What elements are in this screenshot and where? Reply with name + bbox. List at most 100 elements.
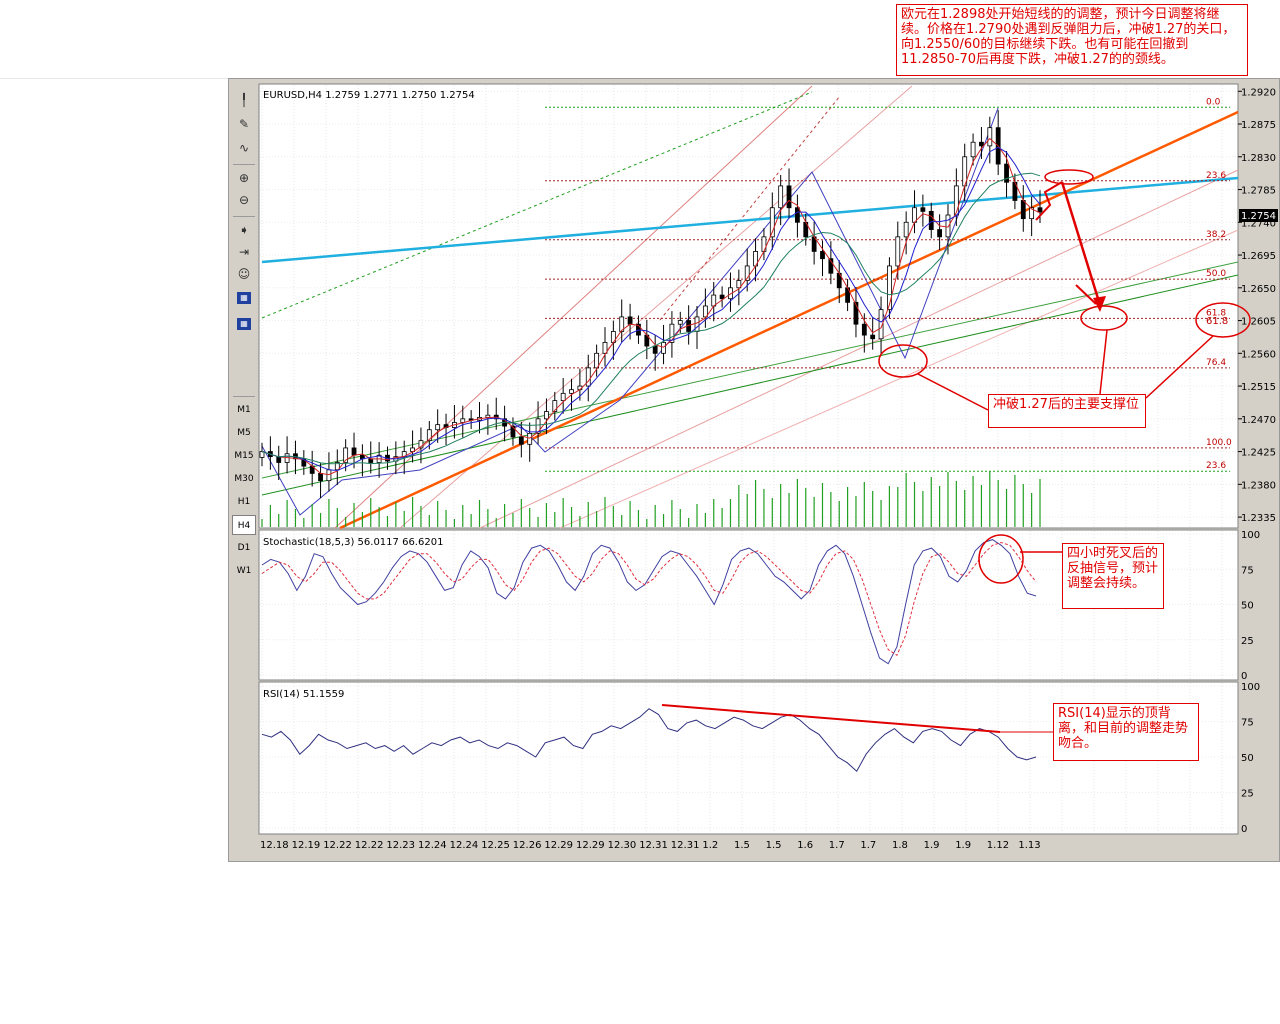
- fib-level-label: 38.2: [1206, 230, 1226, 240]
- candle-body: [953, 185, 959, 216]
- candle-body: [301, 458, 307, 467]
- time-tick-label: 12.23: [386, 840, 415, 851]
- candle-body: [744, 265, 750, 281]
- stochastic-lines: [261, 539, 1037, 665]
- rsi-tick-label: 75: [1241, 718, 1254, 729]
- candle-body: [878, 309, 884, 340]
- fib-circle: [1195, 302, 1251, 338]
- left-toolbar: ╿ ✎ ∿ ⊕ ⊖ ➧ ⇥ ☺ ▦ ▦ M1 M5 M15 M30 H1 H4 …: [232, 86, 256, 854]
- stoch-tick-label: 75: [1241, 565, 1254, 576]
- resistance-circle: [1044, 169, 1094, 185]
- projection-arrow-up: [1035, 181, 1063, 221]
- volume-bars: [261, 471, 1041, 527]
- price-tick-label: 1.2740: [1241, 218, 1276, 229]
- time-tick-label: 12.30: [608, 840, 637, 851]
- fib-level-label: 50.0: [1206, 269, 1226, 279]
- candle-body: [820, 251, 825, 260]
- candle-body: [435, 424, 441, 431]
- rsi-title: RSI(14) 51.1559: [263, 689, 344, 700]
- trendlines: [261, 85, 1239, 530]
- price-axis: 1.2920 1.2875 1.2830 1.2785 1.2740 1.2695 1.26…: [1238, 87, 1276, 835]
- stoch-tick-label: 0: [1241, 671, 1247, 682]
- tf-h4[interactable]: H4: [232, 515, 256, 535]
- time-tick-label: 12.22: [355, 840, 384, 851]
- tf-w1[interactable]: W1: [236, 566, 252, 576]
- channel-line: [261, 261, 1239, 479]
- candle-body: [870, 334, 876, 340]
- candle-body: [460, 418, 466, 423]
- rsi-divergence-line: [661, 704, 1001, 733]
- callout-line-target: [1099, 329, 1108, 395]
- rsi-note: RSI(14)显示的顶背离，和目前的调整走势吻合。: [1053, 703, 1199, 761]
- period-icon[interactable]: ▦: [237, 292, 251, 304]
- candle-body: [276, 456, 282, 463]
- channel-line: [261, 274, 1239, 496]
- price-tick-label: 1.2515: [1241, 382, 1276, 393]
- arrowhead-down: [1093, 296, 1106, 312]
- candle-body: [652, 345, 658, 354]
- candle-body: [887, 265, 892, 311]
- price-tick-label: 1.2380: [1241, 480, 1276, 491]
- time-tick-label: 1.7: [829, 840, 845, 851]
- period-icon-2[interactable]: ▦: [237, 318, 251, 330]
- fib-box-label: 61.8: [1206, 316, 1228, 327]
- candle-body: [259, 451, 265, 458]
- candle-body: [510, 425, 516, 438]
- candle-body: [694, 316, 700, 332]
- rsi-tick-label: 100: [1241, 682, 1260, 693]
- candle-body: [351, 447, 357, 456]
- price-tick-label: 1.2560: [1241, 349, 1276, 360]
- cursor-icon[interactable]: ╿: [240, 93, 248, 107]
- price-tick-label: 1.2470: [1241, 415, 1276, 426]
- stoch-tick-label: 25: [1241, 636, 1254, 647]
- price-tick-label: 1.2425: [1241, 448, 1276, 459]
- time-tick-label: 12.26: [513, 840, 542, 851]
- rsi-series-line: [261, 708, 1037, 772]
- grid: [260, 85, 1237, 833]
- tf-m30[interactable]: M30: [234, 474, 254, 484]
- price-panel: [258, 83, 1239, 529]
- cyan-trendline: [261, 176, 1239, 264]
- tf-h1[interactable]: H1: [237, 497, 251, 507]
- candle-body: [794, 207, 800, 223]
- candle-body: [861, 323, 867, 336]
- candle-body: [334, 462, 340, 471]
- candle-body: [853, 301, 859, 325]
- candle-body: [677, 320, 683, 325]
- projection-arrow-down: [1060, 181, 1102, 306]
- candles: [259, 110, 1043, 499]
- candle-body: [1020, 200, 1026, 220]
- tf-m5[interactable]: M5: [237, 428, 251, 438]
- zoom-in-icon[interactable]: ⊕: [238, 171, 250, 185]
- expert-icon[interactable]: ☺: [237, 267, 251, 281]
- channel-line: [479, 169, 1239, 529]
- tf-d1[interactable]: D1: [237, 543, 251, 553]
- channel-line: [399, 85, 913, 529]
- chart-shift-icon[interactable]: ⇥: [238, 245, 250, 259]
- candle-body: [1004, 163, 1009, 183]
- price-tick-label: 1.2650: [1241, 284, 1276, 295]
- tf-m15[interactable]: M15: [234, 451, 254, 461]
- price-tick-label: 1.2335: [1241, 513, 1276, 524]
- candle-body: [1029, 207, 1035, 220]
- tf-m1[interactable]: M1: [237, 405, 251, 415]
- price-tick-label: 1.2695: [1241, 251, 1276, 262]
- rsi-tick-label: 0: [1241, 824, 1247, 835]
- stochastic-title: Stochastic(18,5,3) 56.0117 66.6201: [263, 537, 443, 548]
- candle-body: [518, 436, 524, 445]
- price-chart-title: EURUSD,H4 1.2759 1.2771 1.2750 1.2754: [263, 90, 475, 101]
- rsi-tick-label: 50: [1241, 753, 1254, 764]
- time-tick-label: 1.5: [734, 840, 750, 851]
- fib-level-label: 61.8: [1206, 308, 1226, 318]
- candle-body: [326, 469, 332, 482]
- zoom-out-icon[interactable]: ⊖: [238, 193, 250, 207]
- time-tick-label: 12.18: [260, 840, 289, 851]
- crosshair-icon[interactable]: ✎: [238, 117, 250, 131]
- time-tick-label: 12.31: [639, 840, 668, 851]
- autoscroll-icon[interactable]: ➧: [238, 223, 250, 237]
- line-tool-icon[interactable]: ∿: [238, 141, 250, 155]
- candle-body: [778, 185, 784, 209]
- callout-line-low: [917, 373, 989, 411]
- candle-body: [937, 229, 943, 238]
- rsi-tick-label: 25: [1241, 789, 1254, 800]
